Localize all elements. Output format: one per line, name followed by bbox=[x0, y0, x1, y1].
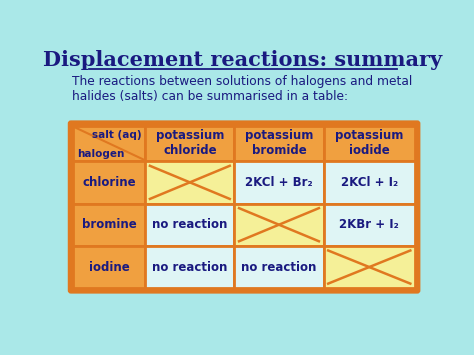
Text: iodine: iodine bbox=[89, 261, 129, 274]
Bar bbox=[145, 161, 235, 203]
Text: Displacement reactions: summary: Displacement reactions: summary bbox=[43, 50, 443, 70]
Text: The reactions between solutions of halogens and metal
halides (salts) can be sum: The reactions between solutions of halog… bbox=[72, 75, 412, 103]
Text: chlorine: chlorine bbox=[82, 176, 136, 189]
Bar bbox=[235, 161, 324, 203]
Text: 2KBr + I₂: 2KBr + I₂ bbox=[339, 218, 399, 231]
Bar bbox=[145, 203, 235, 246]
Bar bbox=[145, 246, 235, 288]
Bar bbox=[73, 203, 145, 246]
Bar bbox=[324, 126, 415, 161]
Bar bbox=[235, 246, 324, 288]
Bar bbox=[73, 161, 145, 203]
Text: halogen: halogen bbox=[77, 149, 125, 159]
Bar bbox=[235, 126, 324, 161]
Bar bbox=[324, 246, 415, 288]
Text: no reaction: no reaction bbox=[152, 261, 228, 274]
Bar bbox=[235, 203, 324, 246]
Text: 2KCl + I₂: 2KCl + I₂ bbox=[341, 176, 398, 189]
Text: bromine: bromine bbox=[82, 218, 137, 231]
Bar bbox=[73, 126, 145, 161]
Text: potassium
chloride: potassium chloride bbox=[155, 130, 224, 158]
Text: no reaction: no reaction bbox=[241, 261, 317, 274]
Bar bbox=[145, 126, 235, 161]
Text: no reaction: no reaction bbox=[152, 218, 228, 231]
Bar bbox=[324, 203, 415, 246]
Text: potassium
bromide: potassium bromide bbox=[245, 130, 313, 158]
FancyBboxPatch shape bbox=[68, 120, 420, 294]
Text: salt (aq): salt (aq) bbox=[92, 130, 141, 140]
Bar bbox=[324, 161, 415, 203]
Text: potassium
iodide: potassium iodide bbox=[335, 130, 403, 158]
Bar bbox=[73, 246, 145, 288]
Text: 2KCl + Br₂: 2KCl + Br₂ bbox=[245, 176, 313, 189]
